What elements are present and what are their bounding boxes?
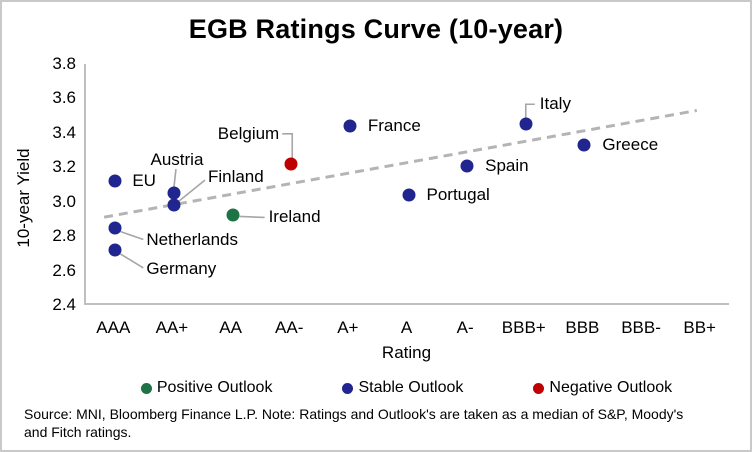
x-tick-label: A- xyxy=(456,318,474,337)
y-tick-label: 2.4 xyxy=(52,295,76,314)
y-tick-label: 3.0 xyxy=(52,191,76,211)
x-tick-label: BB+ xyxy=(683,318,716,337)
legend-item-negative-outlook: Negative Outlook xyxy=(533,379,672,397)
legend-label: Positive Outlook xyxy=(156,379,273,396)
label-leader-line xyxy=(239,215,265,219)
y-tick-label: 3.6 xyxy=(52,88,76,108)
data-point-austria xyxy=(167,186,181,200)
x-axis-label: Rating xyxy=(381,343,432,362)
legend-label: Stable Outlook xyxy=(358,379,464,396)
chart-legend: Positive Outlook Stable Outlook Negative O… xyxy=(84,379,729,397)
stable-outlook-swatch-icon xyxy=(342,382,354,394)
y-tick-label: 3.4 xyxy=(52,122,76,142)
data-point-label-netherlands: Netherlands xyxy=(146,229,238,249)
source-note: Source: MNI, Bloomberg Finance L.P. Note… xyxy=(24,405,734,441)
legend-item-positive-outlook: Positive Outlook xyxy=(140,379,273,397)
data-point-belgium xyxy=(284,157,298,171)
chart-title: EGB Ratings Curve (10-year) xyxy=(188,14,564,44)
data-point-france xyxy=(343,119,357,133)
data-point-label-greece: Greece xyxy=(602,134,659,154)
data-point-label-italy: Italy xyxy=(539,94,571,114)
trend-line xyxy=(103,109,698,219)
label-leader-line xyxy=(173,169,177,188)
data-point-label-portugal: Portugal xyxy=(426,184,490,204)
data-point-label-austria: Austria xyxy=(150,150,204,170)
y-tick-label: 2.6 xyxy=(52,260,76,280)
positive-outlook-swatch-icon xyxy=(140,382,152,394)
data-point-finland xyxy=(167,198,181,212)
y-tick-label: 3.8 xyxy=(52,54,76,73)
data-point-spain xyxy=(460,159,474,173)
source-note-line-2: and Fitch ratings. xyxy=(24,424,132,440)
legend-item-stable-outlook: Stable Outlook xyxy=(342,379,463,397)
chart-lines-overlay xyxy=(103,103,698,269)
data-point-germany xyxy=(108,243,122,257)
data-point-eu xyxy=(108,174,122,188)
x-tick-label: BBB xyxy=(565,318,600,337)
x-tick-label: BBB- xyxy=(621,318,661,337)
data-point-label-france: France xyxy=(367,115,421,135)
plot-area: EU Netherlands Germany Austria Finland Irelan… xyxy=(84,64,729,305)
data-point-label-ireland: Ireland xyxy=(268,207,321,227)
data-point-ireland xyxy=(226,208,240,222)
data-point-label-germany: Germany xyxy=(146,258,217,278)
y-tick-label: 3.2 xyxy=(52,157,76,177)
label-leader-line xyxy=(178,179,206,202)
y-tick-label: 2.8 xyxy=(52,226,76,246)
data-point-label-eu: EU xyxy=(132,171,156,191)
label-leader-line xyxy=(524,103,535,119)
x-tick-label: BBB+ xyxy=(501,318,546,337)
data-point-netherlands xyxy=(108,221,122,235)
label-leader-line xyxy=(120,230,144,241)
data-point-label-spain: Spain xyxy=(485,155,529,175)
x-tick-label: AAA xyxy=(96,318,131,337)
data-point-label-finland: Finland xyxy=(207,167,264,187)
y-axis-label: 10-year Yield xyxy=(14,148,33,248)
label-leader-line xyxy=(282,133,294,158)
x-tick-label: AA+ xyxy=(155,318,189,337)
label-leader-line xyxy=(119,253,144,269)
source-note-line-1: Source: MNI, Bloomberg Finance L.P. Note… xyxy=(24,406,684,422)
data-point-label-belgium: Belgium xyxy=(217,123,280,143)
data-point-italy xyxy=(519,117,533,131)
data-point-greece xyxy=(577,138,591,152)
x-tick-label: A+ xyxy=(337,318,359,337)
x-tick-label: AA- xyxy=(275,318,304,337)
legend-label: Negative Outlook xyxy=(549,379,673,396)
x-tick-label: A xyxy=(400,318,413,337)
data-point-portugal xyxy=(402,188,415,202)
negative-outlook-swatch-icon xyxy=(533,382,545,394)
x-tick-label: AA xyxy=(219,318,242,337)
